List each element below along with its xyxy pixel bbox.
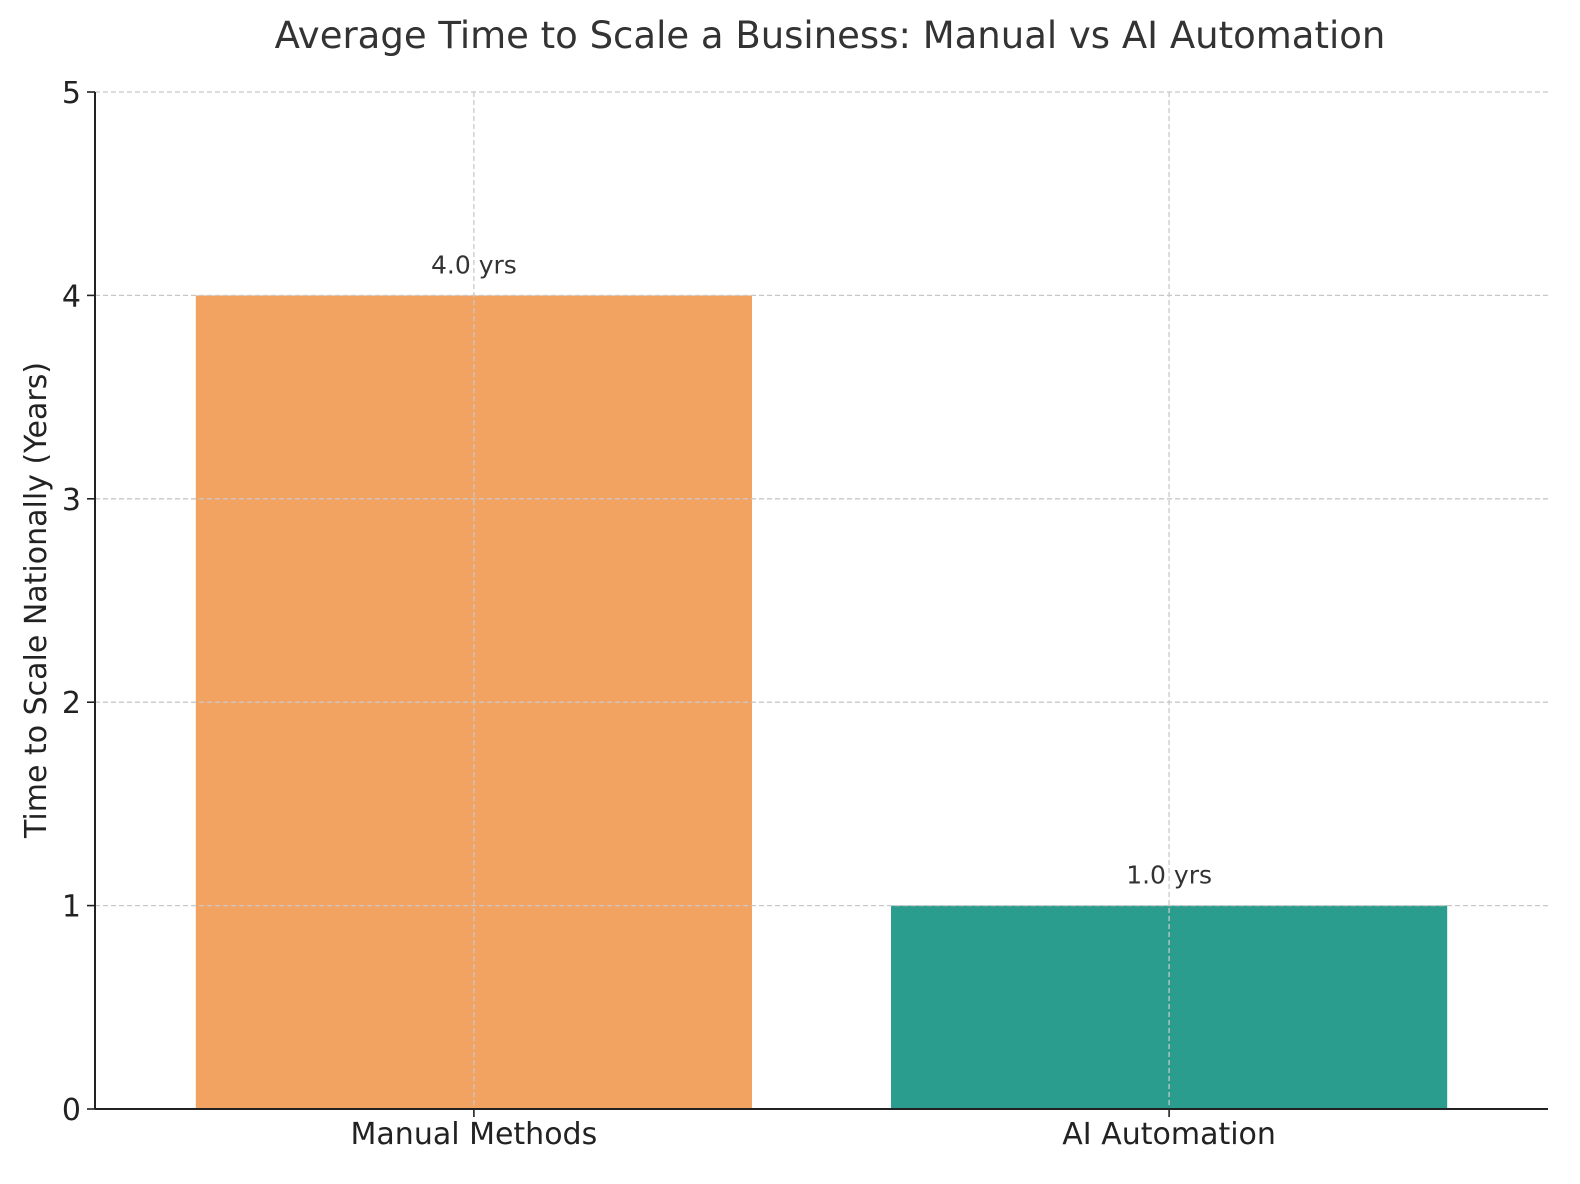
axes (87, 91, 1548, 1117)
y-tick-label: 1 (62, 890, 81, 925)
y-tick-label: 0 (62, 1093, 81, 1128)
bar-value-label: 4.0 yrs (431, 250, 517, 279)
y-axis-label: Time to Scale Nationally (Years) (19, 362, 54, 839)
y-tick-label: 4 (62, 279, 81, 314)
bar-value-label: 1.0 yrs (1126, 861, 1212, 890)
y-tick-label: 3 (62, 483, 81, 518)
y-tick-label: 2 (62, 686, 81, 721)
x-tick-label: AI Automation (1062, 1117, 1276, 1152)
labels: 4.0 yrs 1.0 yrs 0 1 2 3 4 5 Manual Methods AI Aut… (62, 76, 1276, 1152)
y-tick-label: 5 (62, 76, 81, 111)
grid-lines (95, 91, 1548, 1109)
x-tick-label: Manual Methods (351, 1117, 598, 1152)
chart-title: Average Time to Scale a Business: Manual… (275, 14, 1386, 57)
